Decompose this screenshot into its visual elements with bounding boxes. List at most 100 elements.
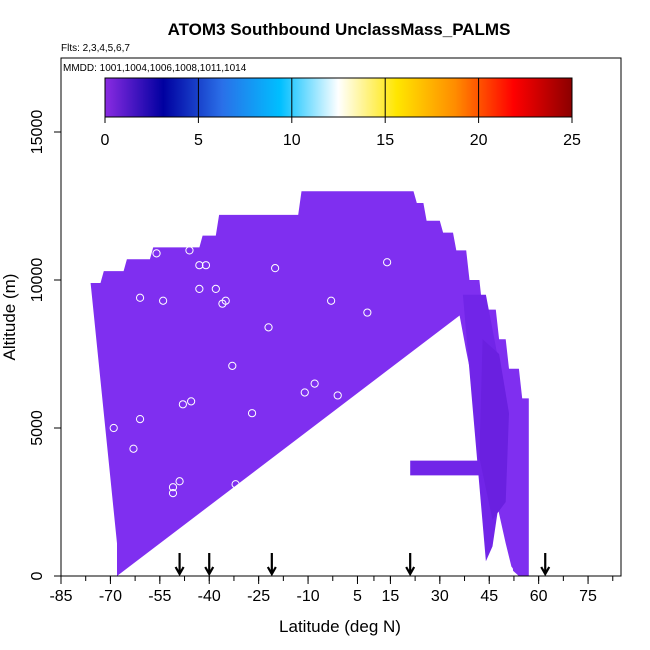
sample-point bbox=[211, 284, 220, 293]
sample-point bbox=[310, 379, 319, 388]
sample-point bbox=[187, 397, 196, 406]
y-tick-label: 15000 bbox=[29, 110, 46, 155]
sample-point bbox=[376, 477, 385, 486]
sample-point bbox=[185, 246, 194, 255]
y-tick-label: 10000 bbox=[29, 258, 46, 303]
sample-point bbox=[455, 557, 464, 566]
x-tick-label: -55 bbox=[148, 588, 171, 605]
sample-point bbox=[129, 444, 138, 453]
sample-point bbox=[422, 565, 431, 575]
sample-point bbox=[195, 284, 204, 293]
sample-point bbox=[135, 293, 145, 302]
y-axis-title: Altitude (m) bbox=[0, 274, 19, 361]
sample-point bbox=[376, 447, 385, 456]
flight-marker-arrow bbox=[174, 553, 185, 577]
sample-point bbox=[228, 361, 237, 370]
sample-point bbox=[462, 565, 471, 575]
sample-point bbox=[432, 565, 441, 575]
sample-point bbox=[247, 483, 257, 492]
sample-point bbox=[152, 249, 161, 258]
heatmap-field bbox=[80, 191, 529, 576]
flights-annotation: Flts: 2,3,4,5,6,7 bbox=[61, 43, 130, 54]
flight-marker-arrow bbox=[405, 553, 416, 577]
flight-marker-arrow bbox=[204, 553, 215, 577]
sample-point bbox=[109, 423, 118, 433]
flight-marker-arrow bbox=[540, 553, 551, 577]
sample-point bbox=[300, 388, 309, 397]
sample-point bbox=[498, 565, 507, 575]
sample-point bbox=[247, 198, 257, 208]
colorbar-tick-label: 25 bbox=[563, 132, 581, 149]
sample-point bbox=[75, 278, 84, 288]
sample-point bbox=[231, 480, 240, 489]
sample-point bbox=[429, 565, 438, 575]
x-tick-label: 15 bbox=[382, 588, 400, 605]
y-tick-label: 5000 bbox=[29, 410, 46, 446]
x-tick-label: 30 bbox=[431, 588, 449, 605]
sample-point bbox=[129, 565, 138, 575]
colorbar-scale bbox=[104, 77, 573, 118]
sample-point bbox=[475, 565, 484, 575]
sample-point bbox=[284, 497, 293, 507]
field-zone-darkest bbox=[479, 339, 509, 520]
sample-point bbox=[389, 565, 398, 575]
colorbar-tick-label: 5 bbox=[194, 132, 203, 149]
colorbar-tick-label: 0 bbox=[101, 132, 110, 149]
dates-annotation: MMDD: 1001,1004,1006,1008,1011,1014 bbox=[63, 63, 247, 74]
x-tick-label: -10 bbox=[296, 588, 319, 605]
sample-point bbox=[333, 391, 342, 400]
sample-point bbox=[452, 545, 461, 554]
sample-point bbox=[247, 409, 257, 418]
sample-point bbox=[221, 296, 230, 305]
y-axis: 0 5000 10000 15000 bbox=[29, 58, 62, 580]
chart-title: ATOM3 Southbound UnclassMass_PALMS bbox=[168, 20, 511, 39]
y-tick-label: 0 bbox=[29, 571, 46, 580]
sample-point bbox=[491, 565, 500, 575]
sample-point bbox=[264, 323, 273, 332]
sample-point bbox=[135, 415, 145, 424]
colorbar-tick-label: 15 bbox=[376, 132, 394, 149]
sample-point bbox=[471, 565, 481, 575]
flight-markers bbox=[174, 553, 551, 577]
x-tick-label: -25 bbox=[247, 588, 270, 605]
sample-point bbox=[392, 388, 402, 397]
sample-point bbox=[383, 258, 392, 267]
sample-point bbox=[159, 296, 168, 305]
sample-point bbox=[327, 296, 336, 305]
sample-point bbox=[178, 400, 187, 409]
x-axis-title: Latitude (deg N) bbox=[279, 617, 401, 636]
x-tick-label: 5 bbox=[353, 588, 362, 605]
x-tick-label: 45 bbox=[480, 588, 498, 605]
field-region bbox=[80, 191, 529, 576]
sample-point bbox=[363, 308, 372, 317]
x-tick-label: 75 bbox=[579, 588, 597, 605]
colorbar-tick-label: 10 bbox=[283, 132, 301, 149]
colorbar: 0 5 10 15 20 25 bbox=[101, 77, 581, 149]
sample-point bbox=[271, 264, 280, 273]
field-zone-darker bbox=[410, 460, 500, 476]
sample-point bbox=[346, 432, 355, 441]
sample-point bbox=[175, 477, 184, 486]
x-tick-label: -40 bbox=[198, 588, 221, 605]
sample-point bbox=[107, 565, 117, 575]
sample-point bbox=[317, 480, 326, 489]
sample-point bbox=[465, 565, 474, 575]
sample-point bbox=[195, 261, 204, 270]
flight-marker-arrow bbox=[266, 553, 277, 577]
x-tick-label: -85 bbox=[49, 588, 72, 605]
x-tick-label: -70 bbox=[99, 588, 122, 605]
sample-point bbox=[201, 261, 211, 270]
colorbar-tick-label: 20 bbox=[470, 132, 488, 149]
sample-points bbox=[75, 198, 514, 575]
sample-point bbox=[287, 483, 296, 492]
x-tick-label: 60 bbox=[530, 588, 548, 605]
x-axis: -85 -70 -55 -40 -25 -10 5 15 30 45 60 75 bbox=[49, 575, 621, 605]
sample-point bbox=[261, 201, 270, 211]
sample-point bbox=[481, 565, 491, 575]
sample-point bbox=[504, 565, 514, 575]
sample-point bbox=[168, 489, 178, 498]
sample-point bbox=[435, 565, 444, 575]
sample-point bbox=[168, 483, 178, 492]
sample-point bbox=[458, 565, 467, 575]
sample-point bbox=[445, 565, 454, 575]
